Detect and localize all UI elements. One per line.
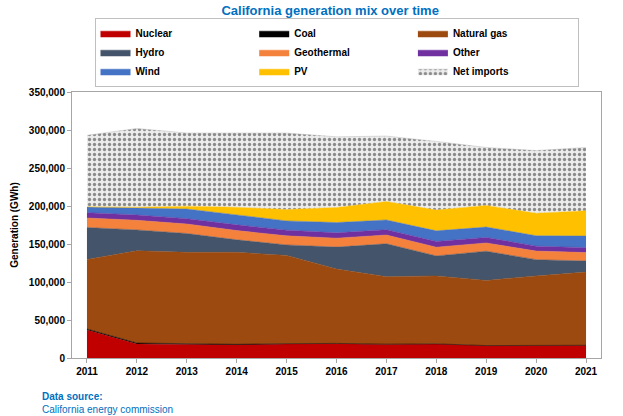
svg-text:350,000: 350,000: [29, 87, 66, 98]
svg-text:300,000: 300,000: [29, 125, 66, 136]
svg-text:2018: 2018: [425, 366, 448, 377]
svg-text:2017: 2017: [375, 366, 398, 377]
svg-text:PV: PV: [294, 66, 308, 77]
svg-text:Data source:: Data source:: [42, 391, 103, 402]
svg-text:200,000: 200,000: [29, 201, 66, 212]
svg-text:Generation (GWh): Generation (GWh): [9, 182, 20, 268]
svg-text:Natural gas: Natural gas: [453, 28, 508, 39]
svg-text:250,000: 250,000: [29, 163, 66, 174]
svg-text:2016: 2016: [325, 366, 348, 377]
svg-text:150,000: 150,000: [29, 239, 66, 250]
svg-text:Other: Other: [453, 47, 480, 58]
svg-text:2014: 2014: [226, 366, 249, 377]
svg-text:Coal: Coal: [294, 28, 316, 39]
svg-text:2019: 2019: [475, 366, 498, 377]
svg-text:2021: 2021: [575, 366, 598, 377]
svg-text:2011: 2011: [76, 366, 98, 377]
svg-text:Geothermal: Geothermal: [294, 47, 350, 58]
svg-text:Nuclear: Nuclear: [136, 28, 173, 39]
svg-text:California generation mix over: California generation mix over time: [221, 3, 438, 18]
svg-text:2012: 2012: [126, 366, 149, 377]
svg-text:0: 0: [59, 353, 65, 364]
svg-text:Net imports: Net imports: [453, 66, 509, 77]
svg-text:Wind: Wind: [136, 66, 160, 77]
svg-text:2015: 2015: [275, 366, 298, 377]
svg-text:50,000: 50,000: [34, 315, 65, 326]
svg-text:100,000: 100,000: [29, 277, 66, 288]
svg-text:2020: 2020: [525, 366, 548, 377]
svg-text:2013: 2013: [176, 366, 199, 377]
svg-text:California energy commission: California energy commission: [42, 404, 173, 415]
svg-text:Hydro: Hydro: [136, 47, 165, 58]
